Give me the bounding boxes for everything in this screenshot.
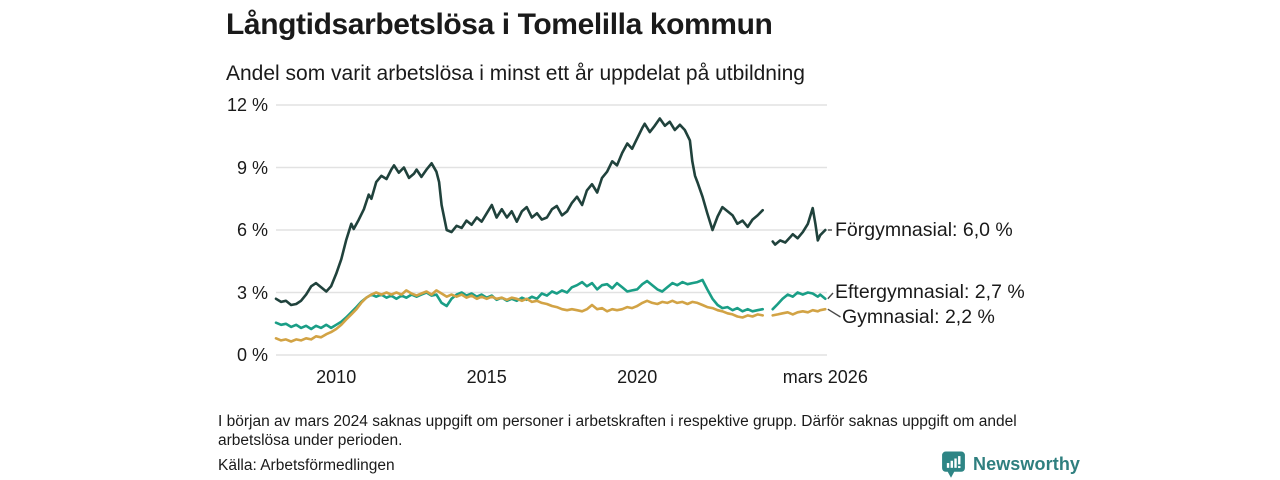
x-axis-tick-label: 2010 [316, 367, 357, 387]
y-axis-tick-label: 0 % [236, 345, 268, 365]
series-label-forgymnasial: Förgymnasial: 6,0 % [835, 219, 1013, 241]
label-connector [827, 292, 834, 300]
chart-subtitle: Andel som varit arbetslösa i minst ett å… [226, 62, 805, 85]
series-line-förgymnasial [274, 117, 827, 307]
x-axis-tick-label: 2015 [466, 367, 507, 387]
y-axis-tick-label: 9 % [236, 157, 268, 178]
chart-title: Långtidsarbetslösa i Tomelilla kommun [226, 8, 773, 41]
y-axis-tick-label: 12 % [226, 95, 268, 115]
newsworthy-logo[interactable]: Newsworthy [941, 451, 1080, 478]
footnote: I början av mars 2024 saknas uppgift om … [218, 413, 1017, 449]
x-axis-tick-label: 2020 [617, 367, 658, 387]
x-axis-tick-label: mars 2026 [782, 367, 868, 387]
y-axis-tick-label: 3 % [236, 282, 268, 303]
newsworthy-logo-icon [942, 451, 965, 478]
series-line-gymnasial [274, 289, 827, 343]
series-label-eftergymnasial: Eftergymnasial: 2,7 % [835, 281, 1025, 303]
source-label: Källa: Arbetsförmedlingen [218, 457, 395, 474]
series-label-gymnasial: Gymnasial: 2,2 % [842, 306, 995, 328]
y-axis-tick-label: 6 % [236, 220, 268, 240]
newsworthy-logo-text: Newsworthy [973, 454, 1081, 474]
label-connector [827, 308, 841, 318]
